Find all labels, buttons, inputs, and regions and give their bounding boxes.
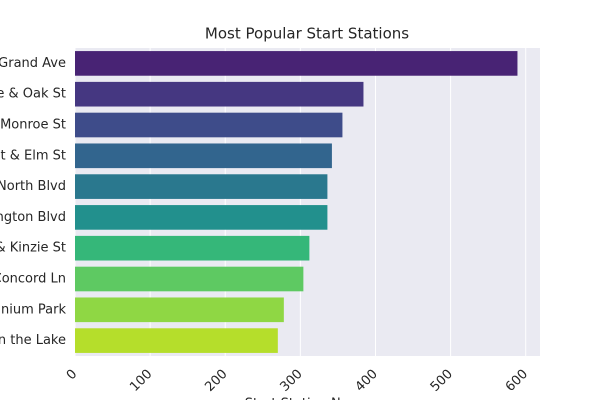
y-tick-label: ngton Blvd [0,210,66,225]
bar [75,81,364,107]
y-tick-label: & Kinzie St [0,241,66,256]
x-tick-label: 100 [127,367,155,395]
x-tick-label: 500 [428,367,456,395]
x-tick-label: 400 [353,367,381,395]
x-tick-label: 300 [278,367,306,395]
y-tick-label: nium Park [1,302,66,317]
bar [75,205,328,230]
y-tick-label: Grand Ave [0,56,66,71]
bar [75,235,310,261]
y-tick-label: North Blvd [0,179,66,194]
x-tick-label: 200 [202,367,230,395]
y-tick-label: St & Elm St [0,148,66,163]
bar [75,266,304,292]
x-tick-label: 600 [503,367,531,395]
y-tick-label: e & Oak St [0,87,66,102]
x-tick-label: 0 [64,367,80,383]
x-axis-label: Start Station Name [245,397,370,400]
y-tick-label: n the Lake [0,333,66,348]
bar [75,143,332,169]
bar [75,51,518,76]
bar [75,112,343,138]
y-tick-label: Concord Ln [0,272,66,287]
bar [75,174,328,199]
y-tick-label: Monroe St [0,118,66,133]
chart-title: Most Popular Start Stations [205,25,409,43]
bar [75,297,284,323]
bar [75,328,278,353]
